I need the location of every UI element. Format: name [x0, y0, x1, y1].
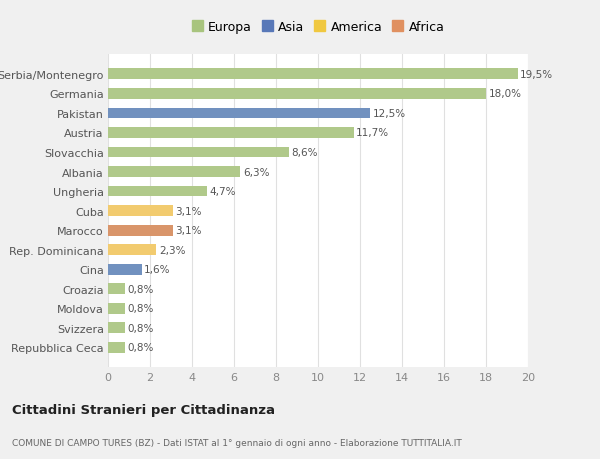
Bar [108, 284, 125, 295]
Legend: Europa, Asia, America, Africa: Europa, Asia, America, Africa [191, 21, 445, 34]
Text: 11,7%: 11,7% [356, 128, 389, 138]
Text: 12,5%: 12,5% [373, 109, 406, 118]
Text: 8,6%: 8,6% [291, 148, 317, 157]
Text: 18,0%: 18,0% [488, 89, 521, 99]
Bar [108, 342, 125, 353]
Text: 0,8%: 0,8% [127, 323, 154, 333]
Bar [108, 264, 142, 275]
Text: 0,8%: 0,8% [127, 304, 154, 313]
Bar [108, 108, 370, 119]
Text: 3,1%: 3,1% [176, 206, 202, 216]
Bar [108, 206, 173, 217]
Bar [108, 89, 486, 100]
Bar [108, 323, 125, 334]
Bar [108, 128, 353, 139]
Bar [108, 225, 173, 236]
Text: 0,8%: 0,8% [127, 343, 154, 353]
Bar [108, 147, 289, 158]
Text: 4,7%: 4,7% [209, 187, 236, 196]
Text: 19,5%: 19,5% [520, 70, 553, 79]
Bar [108, 245, 156, 256]
Text: 1,6%: 1,6% [144, 265, 170, 274]
Bar [108, 303, 125, 314]
Bar [108, 186, 206, 197]
Text: COMUNE DI CAMPO TURES (BZ) - Dati ISTAT al 1° gennaio di ogni anno - Elaborazion: COMUNE DI CAMPO TURES (BZ) - Dati ISTAT … [12, 438, 462, 447]
Bar [108, 167, 240, 178]
Text: 2,3%: 2,3% [159, 245, 185, 255]
Text: Cittadini Stranieri per Cittadinanza: Cittadini Stranieri per Cittadinanza [12, 403, 275, 416]
Text: 6,3%: 6,3% [243, 167, 269, 177]
Text: 3,1%: 3,1% [176, 226, 202, 235]
Text: 0,8%: 0,8% [127, 284, 154, 294]
Bar [108, 69, 517, 80]
